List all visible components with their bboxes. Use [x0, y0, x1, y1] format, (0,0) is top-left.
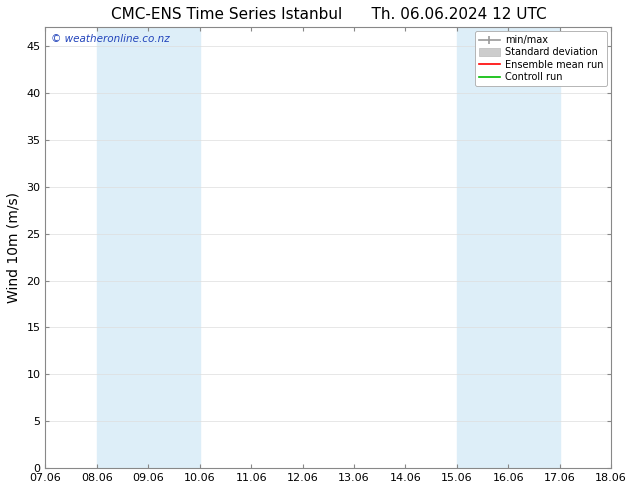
Text: © weatheronline.co.nz: © weatheronline.co.nz	[51, 34, 170, 44]
Y-axis label: Wind 10m (m/s): Wind 10m (m/s)	[7, 192, 21, 303]
Legend: min/max, Standard deviation, Ensemble mean run, Controll run: min/max, Standard deviation, Ensemble me…	[475, 31, 607, 86]
Bar	[457, 27, 560, 468]
Title: CMC-ENS Time Series Istanbul      Th. 06.06.2024 12 UTC: CMC-ENS Time Series Istanbul Th. 06.06.2…	[110, 7, 546, 22]
Bar	[97, 27, 200, 468]
